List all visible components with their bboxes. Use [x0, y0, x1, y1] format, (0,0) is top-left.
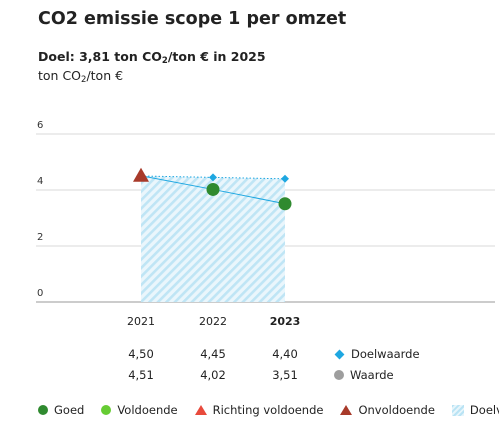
doelwaarde-line	[140, 175, 286, 180]
y-tick-label: 4	[37, 176, 43, 187]
value-cell: 4,45	[200, 347, 226, 361]
circle-icon	[38, 405, 48, 415]
value-cell: 4,50	[128, 347, 154, 361]
value-cell: 3,51	[272, 368, 298, 382]
legend-waarde[interactable]: Waarde	[334, 368, 394, 382]
triangle-icon	[194, 405, 207, 415]
value-cell: 4,51	[128, 368, 154, 382]
legend-doelvlak[interactable]: Doelvlak	[451, 403, 499, 417]
waarde-point	[206, 182, 220, 196]
hatch-icon	[451, 404, 464, 416]
circle-icon	[101, 405, 112, 415]
target-area	[141, 176, 285, 302]
legend-voldoende[interactable]: Voldoende	[101, 403, 178, 417]
doelwaarde-point	[209, 173, 217, 182]
goal-text: Doel: 3,81 ton CO2/ton € in 2025	[38, 49, 266, 66]
circle-icon	[334, 370, 344, 380]
x-tick-label: 2022	[199, 315, 227, 328]
x-tick-label: 2021	[127, 315, 155, 328]
y-tick-label: 6	[37, 120, 43, 131]
legend-goed[interactable]: Goed	[38, 403, 84, 417]
legend-onvoldoende[interactable]: Onvoldoende	[340, 403, 435, 417]
y-tick-label: 2	[37, 232, 43, 243]
triangle-icon	[340, 405, 353, 415]
waarde-point	[133, 167, 149, 182]
status-legend: Goed Voldoende Richting voldoende Onvold…	[38, 403, 499, 417]
doelwaarde-point	[281, 174, 289, 183]
y-tick-label: 0	[37, 288, 43, 299]
waarde-point	[278, 197, 292, 211]
diamond-icon	[334, 349, 345, 359]
legend-richting-voldoende[interactable]: Richting voldoende	[194, 403, 323, 417]
chart-title: CO2 emissie scope 1 per omzet	[38, 9, 347, 29]
value-cell: 4,40	[272, 347, 298, 361]
unit-label: ton CO2/ton €	[38, 68, 124, 85]
value-cell: 4,02	[200, 368, 226, 382]
legend-doelwaarde[interactable]: Doelwaarde	[334, 347, 420, 361]
x-tick-label: 2023	[270, 315, 301, 328]
